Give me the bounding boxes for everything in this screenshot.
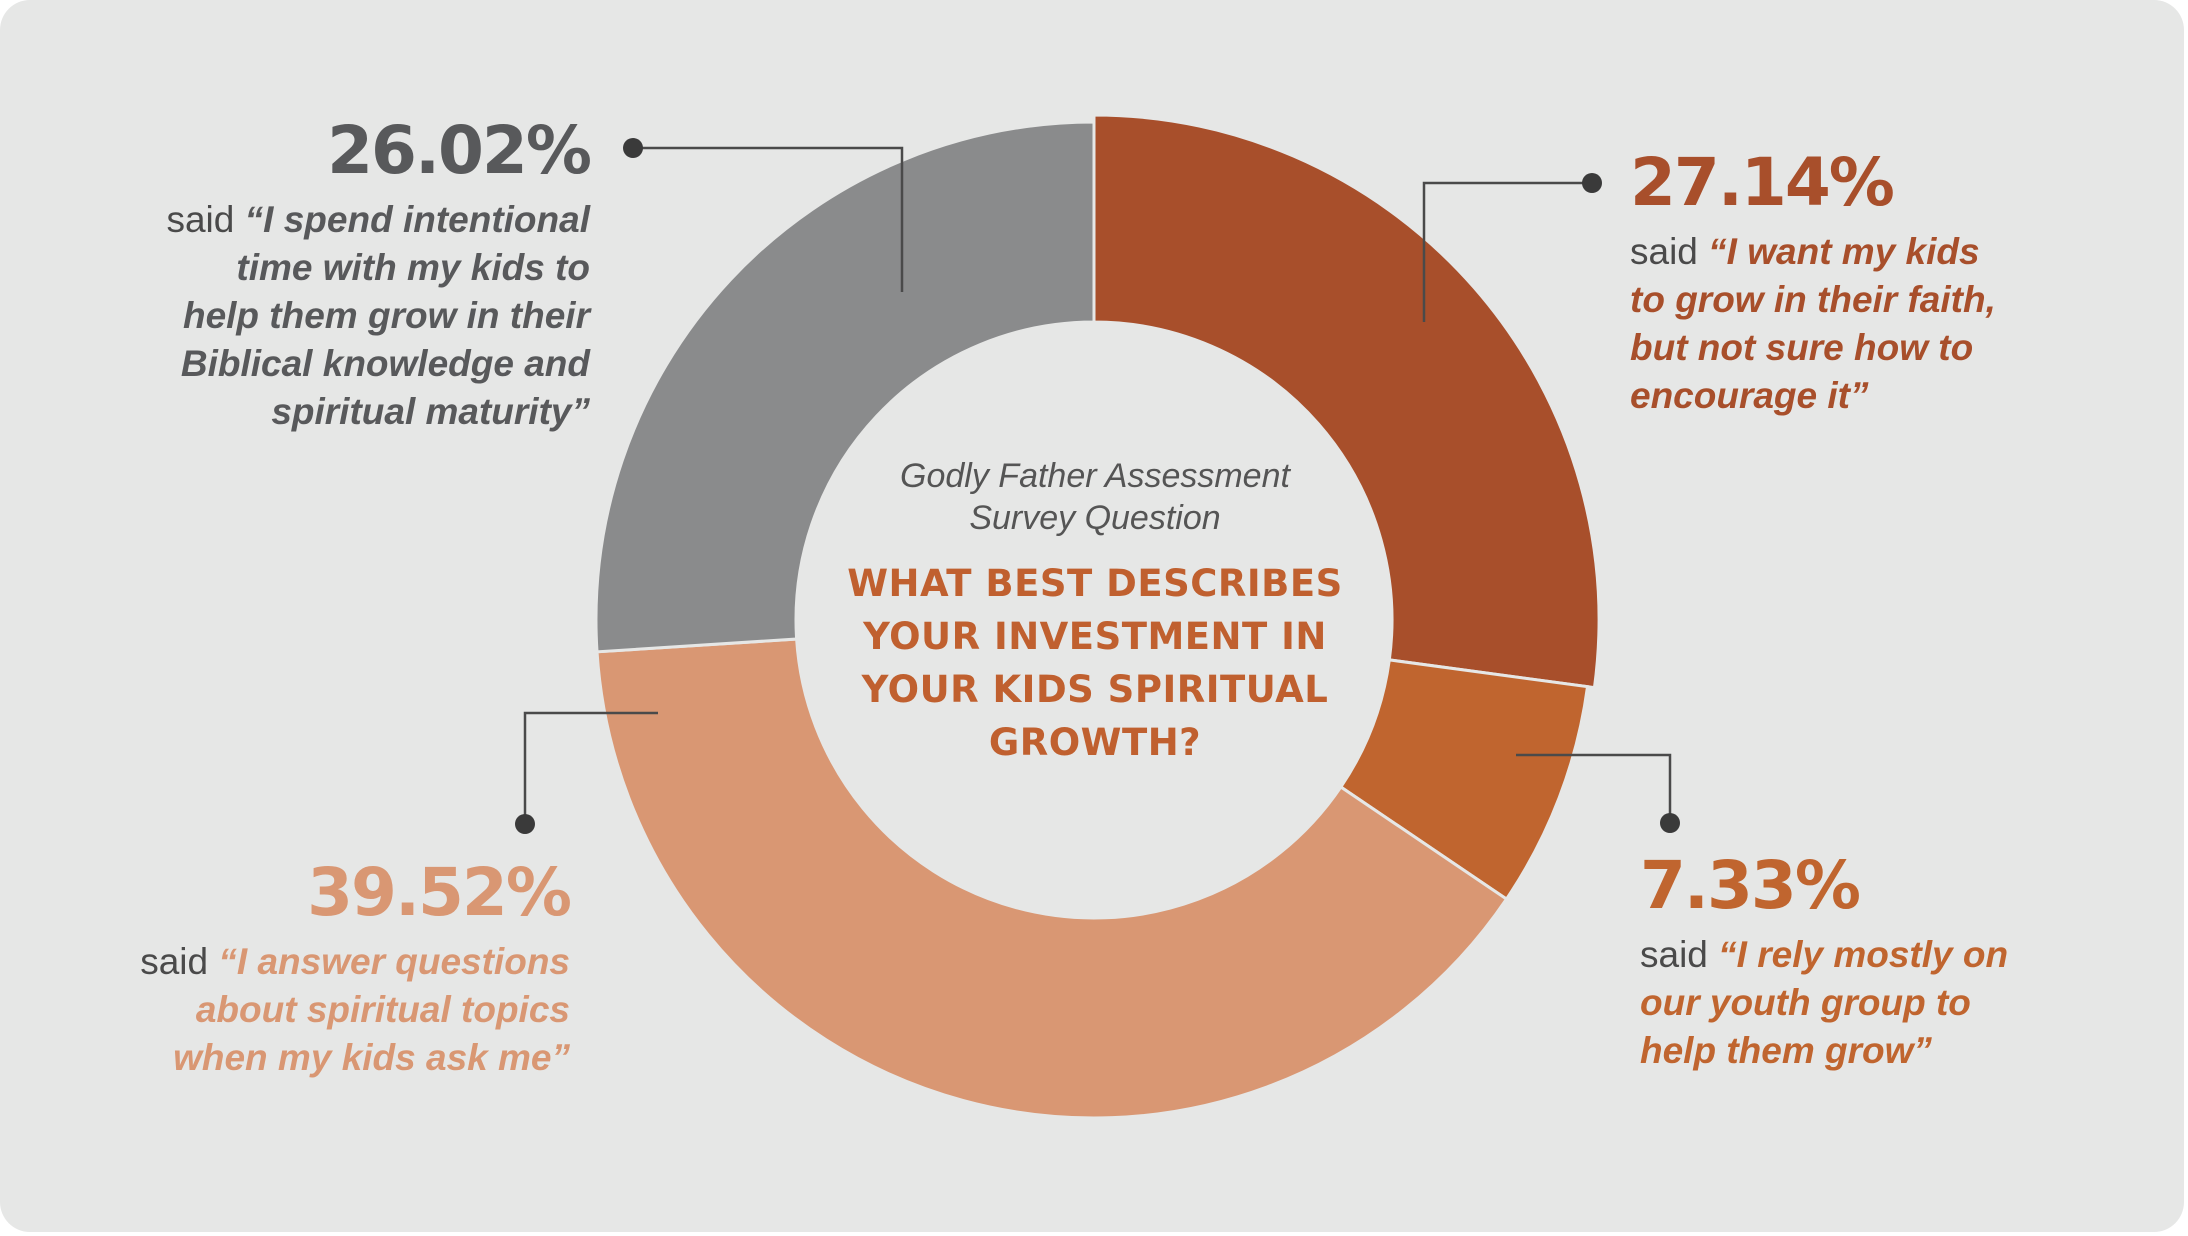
quote-youth-line1: “I rely mostly on — [1718, 934, 2009, 975]
desc-intentional: said “I spend intentional time with my k… — [90, 196, 590, 436]
label-youth: 7.33% said “I rely mostly on our youth g… — [1640, 853, 2100, 1075]
quote-faith-line2: to grow in their faith, — [1630, 279, 1996, 320]
leader-dot-youth — [1660, 813, 1680, 833]
quote-intentional-line5: spiritual maturity” — [271, 391, 590, 432]
quote-answer-line2: about spiritual topics — [195, 989, 570, 1030]
quote-intentional-line1: “I spend intentional — [244, 199, 590, 240]
pct-youth: 7.33% — [1640, 847, 1861, 924]
desc-answer: said “I answer questions about spiritual… — [90, 938, 570, 1082]
said-intentional: said — [166, 199, 235, 240]
pct-intentional: 26.02% — [327, 112, 592, 189]
leader-dot-faith — [1582, 173, 1602, 193]
donut-slice-answer — [595, 637, 1509, 1120]
leader-line-answer — [523, 711, 658, 824]
quote-faith-line1: “I want my kids — [1708, 231, 1980, 272]
said-faith: said — [1630, 231, 1698, 272]
quote-answer-line3: when my kids ask me” — [173, 1037, 570, 1078]
leader-lines — [515, 138, 1680, 834]
survey-subtitle: Godly Father Assessment Survey Question — [805, 455, 1385, 539]
quote-intentional-line4: Biblical knowledge and — [180, 343, 590, 384]
center-question: Godly Father Assessment Survey Question … — [805, 455, 1385, 769]
label-faith: 27.14% said “I want my kids to grow in t… — [1630, 150, 2090, 420]
label-answer: 39.52% said “I answer questions about sp… — [90, 854, 572, 1082]
survey-question-line4: GROWTH? — [988, 721, 1202, 764]
quote-faith-line3: but not sure how to — [1630, 327, 1974, 368]
donut-slice-intentional — [594, 120, 1096, 654]
survey-question-line3: YOUR KIDS SPIRITUAL — [861, 668, 1329, 711]
quote-intentional-line2: time with my kids to — [236, 247, 590, 288]
desc-youth: said “I rely mostly on our youth group t… — [1640, 931, 2100, 1075]
leader-line-intentional — [633, 146, 904, 292]
quote-intentional-line3: help them grow in their — [182, 295, 590, 336]
leader-line-youth — [1516, 753, 1672, 823]
donut-slice-faith — [1092, 113, 1601, 690]
survey-question: WHAT BEST DESCRIBES YOUR INVESTMENT IN Y… — [805, 557, 1385, 769]
label-intentional: 26.02% said “I spend intentional time wi… — [90, 112, 592, 436]
said-youth: said — [1640, 934, 1708, 975]
donut-slices — [594, 113, 1601, 1120]
leader-dot-answer — [515, 814, 535, 834]
quote-answer-line1: “I answer questions — [218, 941, 570, 982]
quote-youth-line3: help them grow” — [1640, 1030, 1932, 1071]
leader-dot-intentional — [623, 138, 643, 158]
pct-answer: 39.52% — [307, 854, 572, 931]
quote-youth-line2: our youth group to — [1640, 982, 1971, 1023]
survey-question-line2: YOUR INVESTMENT IN — [863, 615, 1327, 658]
quote-faith-line4: encourage it” — [1630, 375, 1869, 416]
desc-faith: said “I want my kids to grow in their fa… — [1630, 228, 2090, 420]
leader-line-faith — [1422, 181, 1592, 322]
survey-question-line1: WHAT BEST DESCRIBES — [847, 562, 1343, 605]
survey-subtitle-line2: Survey Question — [969, 499, 1221, 537]
survey-subtitle-line1: Godly Father Assessment — [900, 457, 1290, 495]
said-answer: said — [140, 941, 209, 982]
pct-faith: 27.14% — [1630, 144, 1895, 221]
